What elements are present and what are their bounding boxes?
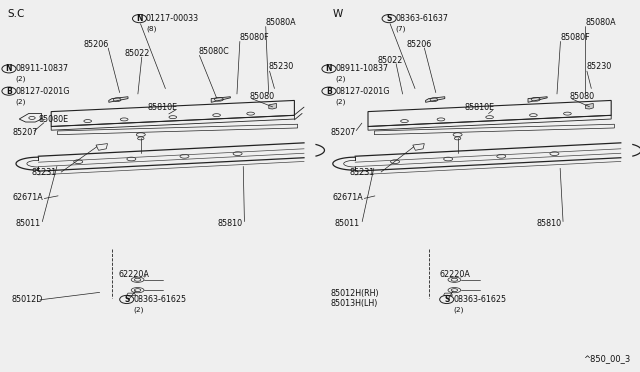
Text: 85080E: 85080E — [38, 115, 68, 124]
Polygon shape — [109, 97, 128, 102]
Text: 08911-10837: 08911-10837 — [335, 64, 388, 73]
Polygon shape — [426, 97, 445, 102]
Text: S: S — [387, 14, 392, 23]
Text: 85080F: 85080F — [240, 33, 269, 42]
Polygon shape — [211, 97, 230, 102]
Text: 08127-0201G: 08127-0201G — [335, 87, 390, 96]
Text: 85022: 85022 — [378, 56, 403, 65]
Text: 85206: 85206 — [83, 40, 108, 49]
Text: 08363-61625: 08363-61625 — [133, 295, 186, 304]
Text: 62671A: 62671A — [333, 193, 364, 202]
Text: 85080: 85080 — [570, 92, 595, 101]
Text: 85230: 85230 — [586, 62, 611, 71]
Text: 62671A: 62671A — [13, 193, 44, 202]
Text: 08363-61637: 08363-61637 — [396, 14, 449, 23]
Text: 85810: 85810 — [536, 219, 561, 228]
Text: S: S — [124, 295, 129, 304]
Text: 85231: 85231 — [349, 169, 374, 177]
Text: 01217-00033: 01217-00033 — [146, 14, 199, 23]
Text: (8): (8) — [146, 26, 156, 32]
Text: 85207: 85207 — [330, 128, 356, 137]
Text: (2): (2) — [335, 76, 346, 83]
Text: 85011: 85011 — [16, 219, 41, 228]
Text: ^850_00_3: ^850_00_3 — [583, 354, 630, 363]
Text: 85810: 85810 — [218, 219, 243, 228]
Text: 85080A: 85080A — [586, 18, 616, 27]
Text: 85231: 85231 — [32, 169, 57, 177]
Text: W: W — [333, 9, 343, 19]
Text: S.C: S.C — [8, 9, 25, 19]
Text: N: N — [326, 64, 332, 73]
Text: 85012D: 85012D — [12, 295, 43, 304]
Text: 62220A: 62220A — [439, 270, 470, 279]
Polygon shape — [586, 103, 593, 109]
Text: 08911-10837: 08911-10837 — [15, 64, 68, 73]
Text: N: N — [136, 14, 143, 23]
Text: 85013H(LH): 85013H(LH) — [330, 299, 378, 308]
Text: 85022: 85022 — [125, 49, 150, 58]
Text: 85810E: 85810E — [465, 103, 495, 112]
Text: 85206: 85206 — [406, 40, 431, 49]
Text: 08127-0201G: 08127-0201G — [15, 87, 70, 96]
Text: 85080C: 85080C — [198, 47, 229, 56]
Text: 85011: 85011 — [334, 219, 359, 228]
Text: B: B — [6, 87, 12, 96]
Text: (2): (2) — [335, 98, 346, 105]
Text: 85080: 85080 — [250, 92, 275, 101]
Text: (2): (2) — [453, 307, 463, 313]
Text: B: B — [326, 87, 332, 96]
Text: (2): (2) — [15, 76, 26, 83]
Text: 85080A: 85080A — [266, 18, 296, 27]
Text: N: N — [6, 64, 12, 73]
Polygon shape — [269, 103, 276, 109]
Text: (7): (7) — [396, 26, 406, 32]
Text: 85810E: 85810E — [147, 103, 177, 112]
Text: S: S — [444, 295, 449, 304]
Text: 62220A: 62220A — [118, 270, 149, 279]
Text: (2): (2) — [133, 307, 143, 313]
Text: 85012H(RH): 85012H(RH) — [330, 289, 379, 298]
Text: 08363-61625: 08363-61625 — [453, 295, 506, 304]
Polygon shape — [528, 97, 547, 102]
Text: 85080F: 85080F — [561, 33, 590, 42]
Text: 85207: 85207 — [13, 128, 38, 137]
Text: 85230: 85230 — [269, 62, 294, 71]
Text: (2): (2) — [15, 98, 26, 105]
